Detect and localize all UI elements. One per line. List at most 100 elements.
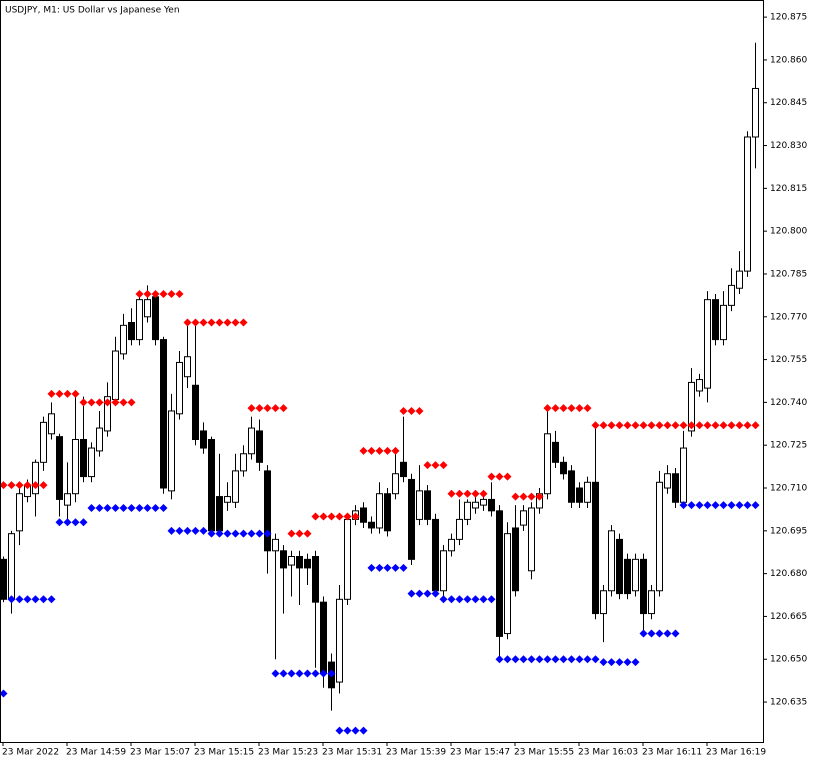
level-dot [79, 398, 88, 407]
candle-body [368, 521, 375, 529]
level-dot [175, 289, 184, 298]
level-dot [543, 404, 552, 413]
y-tick-label: 120.635 [770, 698, 807, 708]
y-tick-label: 120.815 [770, 184, 807, 194]
candle-body [272, 538, 279, 552]
plot-area [1, 42, 760, 735]
y-tick-label: 120.845 [770, 98, 807, 108]
candle-body [456, 518, 463, 540]
level-dot [743, 501, 752, 510]
x-tick-label: 23 Mar 15:15 [194, 748, 254, 758]
level-dot [583, 655, 592, 664]
candle-body [640, 558, 647, 615]
level-dot [199, 526, 208, 535]
candle-body [584, 481, 591, 503]
candle-body [40, 421, 47, 463]
level-dot [351, 512, 360, 521]
level-dot [239, 529, 248, 538]
level-dot [495, 472, 504, 481]
candle-body [80, 438, 87, 478]
level-dot [327, 512, 336, 521]
level-dot [447, 489, 456, 498]
level-dot [103, 398, 112, 407]
x-tick-label: 23 Mar 15:31 [322, 748, 382, 758]
candle-body [656, 481, 663, 592]
candle-body [752, 87, 759, 138]
level-dot [559, 655, 568, 664]
level-dot [527, 492, 536, 501]
level-dot [215, 318, 224, 327]
level-dot [247, 404, 256, 413]
y-tick-label: 120.710 [770, 484, 807, 494]
level-dot [751, 421, 760, 430]
level-dot [727, 501, 736, 510]
x-tick-label: 23 Mar 16:19 [706, 748, 766, 758]
level-dot [423, 461, 432, 470]
level-dot [167, 526, 176, 535]
y-tick-label: 120.755 [770, 355, 807, 365]
level-dot [119, 503, 128, 512]
level-dot [695, 421, 704, 430]
y-tick-label: 120.725 [770, 441, 807, 451]
candle-body [432, 518, 439, 592]
candle-body [200, 430, 207, 449]
level-dot [511, 492, 520, 501]
level-dot [23, 481, 32, 490]
candle-body [512, 527, 519, 592]
candle-body [528, 507, 535, 572]
candle-body [744, 136, 751, 272]
level-dot [111, 398, 120, 407]
level-dot [63, 389, 72, 398]
candle-body [696, 379, 703, 392]
level-dot [495, 655, 504, 664]
level-dot [471, 489, 480, 498]
level-dot [543, 655, 552, 664]
candle-body [280, 550, 287, 569]
level-dot [63, 518, 72, 527]
level-dot [71, 389, 80, 398]
level-dot [471, 595, 480, 604]
y-tick-label: 120.770 [770, 312, 807, 322]
candle-body [616, 538, 623, 595]
candle-body [632, 558, 639, 592]
level-dot [55, 389, 64, 398]
level-dot [231, 529, 240, 538]
level-dot [695, 501, 704, 510]
level-dot [655, 629, 664, 638]
y-tick-label: 120.740 [770, 398, 807, 408]
level-dot [575, 404, 584, 413]
level-dot [159, 289, 168, 298]
candle-body [680, 447, 687, 503]
level-dot [143, 503, 152, 512]
level-dot [31, 595, 40, 604]
level-dot [239, 318, 248, 327]
level-dot [223, 318, 232, 327]
level-dot [287, 529, 296, 538]
level-dot [87, 398, 96, 407]
level-dot [671, 421, 680, 430]
candle-body [16, 493, 23, 532]
level-dot [31, 481, 40, 490]
candle-body [608, 530, 615, 592]
level-dot [719, 501, 728, 510]
candle-body [688, 381, 695, 432]
level-dot [671, 629, 680, 638]
level-dot [711, 501, 720, 510]
candle-body [296, 556, 303, 569]
level-dot [511, 655, 520, 664]
candle-body [288, 556, 295, 566]
x-tick-label: 23 Mar 15:39 [386, 748, 446, 758]
level-dot [583, 404, 592, 413]
level-dot [415, 589, 424, 598]
level-dot [39, 595, 48, 604]
y-tick-label: 120.680 [770, 569, 807, 579]
level-dot [647, 421, 656, 430]
level-dot [295, 529, 304, 538]
level-dot [639, 629, 648, 638]
level-dot [687, 421, 696, 430]
level-dot [303, 529, 312, 538]
level-dot [135, 289, 144, 298]
level-dot [703, 421, 712, 430]
candle-body [336, 598, 343, 683]
level-dot [703, 501, 712, 510]
